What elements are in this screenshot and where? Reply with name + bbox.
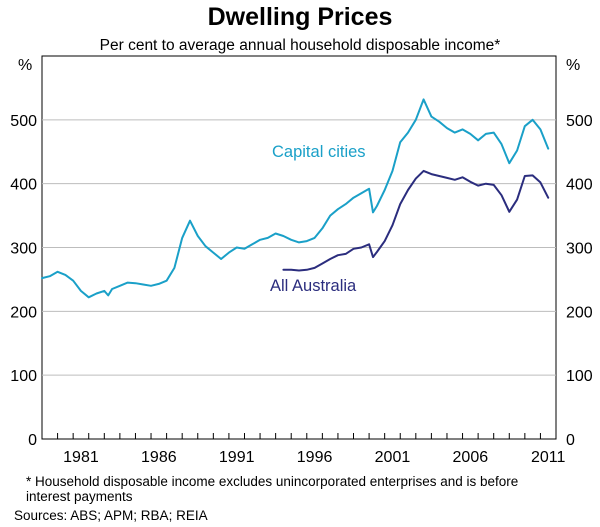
y-tick-label-right: 300 <box>566 241 593 258</box>
sources: Sources: ABS; APM; RBA; REIA <box>14 508 208 523</box>
x-tick-label: 1986 <box>141 449 177 466</box>
x-tick-label: 2011 <box>531 449 566 466</box>
y-tick-label-left: 0 <box>28 432 37 449</box>
y-tick-label-right: 200 <box>566 304 593 321</box>
x-tick-label: 1996 <box>297 449 333 466</box>
series-line-all-australia <box>282 169 550 272</box>
x-tick-label: 1981 <box>63 449 99 466</box>
series-label-all-australia: All Australia <box>270 277 357 295</box>
chart-subtitle: Per cent to average annual household dis… <box>100 37 501 54</box>
y-tick-label-left: 200 <box>10 304 37 321</box>
x-tick-label: 1991 <box>219 449 255 466</box>
y-tick-label-right: 100 <box>566 368 593 385</box>
y-tick-label-left: 400 <box>10 177 37 194</box>
y-tick-label-left: 500 <box>10 113 37 130</box>
series-line-capital-cities <box>41 98 550 299</box>
chart-title: Dwelling Prices <box>208 3 393 31</box>
left-axis-unit: % <box>18 57 32 74</box>
x-tick-label: 2006 <box>453 449 489 466</box>
y-tick-label-left: 100 <box>10 368 37 385</box>
series-label-capital-cities: Capital cities <box>272 143 366 161</box>
y-tick-label-right: 0 <box>566 432 575 449</box>
y-tick-label-left: 300 <box>10 241 37 258</box>
right-axis-unit: % <box>566 57 580 74</box>
y-tick-label-right: 500 <box>566 113 593 130</box>
x-tick-label: 2001 <box>375 449 411 466</box>
y-tick-label-right: 400 <box>566 177 593 194</box>
footnote: * Household disposable income excludes u… <box>26 474 519 504</box>
